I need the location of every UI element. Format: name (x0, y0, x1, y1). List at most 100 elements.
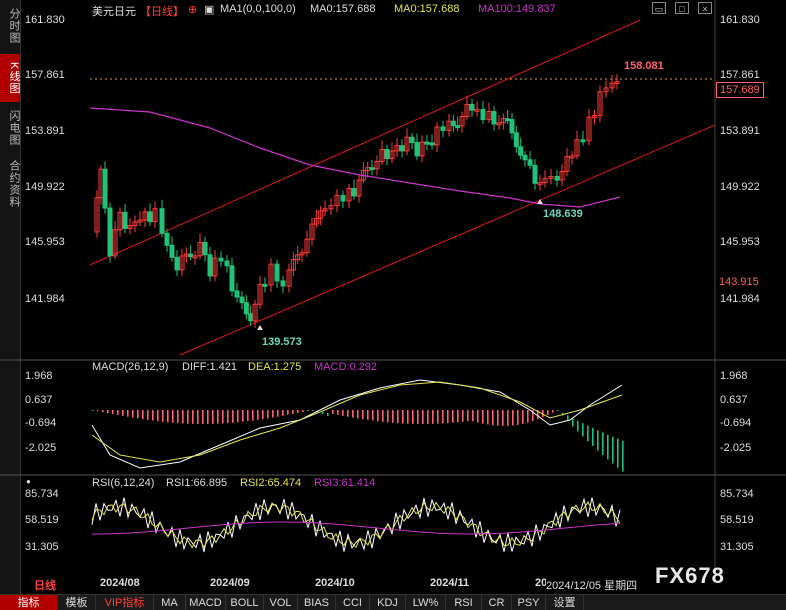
candle (559, 170, 565, 181)
macd-bar (482, 410, 484, 424)
tab-vip-indicator[interactable]: VIP指标 (96, 595, 154, 610)
macd-bar (262, 410, 264, 420)
macd-bar (442, 410, 444, 424)
macd-bar (447, 410, 449, 424)
tab-macd[interactable]: MACD (186, 595, 226, 610)
macd-bar (117, 410, 119, 415)
tab-flash[interactable]: 闪电图 (8, 110, 20, 146)
candle (614, 81, 620, 85)
candle (518, 146, 524, 156)
candle (304, 238, 310, 254)
current-price-tag: 157.689 (716, 82, 764, 98)
candle (318, 210, 324, 219)
candle (132, 221, 138, 227)
date-tick: 20 (535, 577, 548, 589)
date-tick: 2024/09 (210, 577, 250, 589)
macd-bar (137, 410, 139, 419)
candle (351, 188, 357, 197)
rsi1-value: RSI1:66.895 (166, 477, 228, 489)
tab-ma[interactable]: MA (154, 595, 186, 610)
candle (295, 254, 301, 261)
maximize-icon[interactable]: □ (675, 2, 689, 14)
candle (169, 244, 175, 258)
macd-bar (572, 418, 574, 427)
macd-bar (347, 410, 349, 417)
tab-bias[interactable]: BIAS (298, 595, 336, 610)
macd-bar (312, 410, 314, 412)
macd-value: MACD:0.292 (314, 361, 377, 373)
macd-bar (282, 410, 284, 416)
candle (522, 154, 528, 161)
candle (424, 141, 430, 145)
price-tick: 161.830 (720, 14, 760, 26)
ma100-line (89, 107, 621, 208)
macd-bar (212, 410, 214, 424)
candle (257, 283, 263, 305)
macd-bar (297, 410, 299, 413)
rsi-tick-left: 85.734 (25, 488, 59, 500)
symbol-name: 美元日元 (92, 6, 136, 18)
period-label[interactable]: 【日线】 (140, 6, 184, 18)
tab-vol[interactable]: VOL (264, 595, 298, 610)
candle (419, 141, 425, 157)
candle (268, 263, 274, 286)
candle (374, 160, 380, 170)
candle (248, 313, 254, 322)
candle (328, 205, 334, 210)
candle (399, 145, 405, 152)
tab-cci[interactable]: CCI (336, 595, 370, 610)
candle (586, 116, 592, 142)
side-tab-bar: 分时图 K线图 闪电图 合约资料 (0, 0, 21, 600)
tab-kline[interactable]: K线图 (0, 54, 20, 102)
tab-rsi[interactable]: RSI (446, 595, 482, 610)
candle (455, 125, 461, 129)
tab-psy[interactable]: PSY (512, 595, 546, 610)
macd-tick-left: 1.968 (25, 370, 53, 382)
watermark-logo: FX678 (655, 563, 725, 588)
macd-bar (487, 410, 489, 425)
tab-indicator[interactable]: 指标 (0, 595, 58, 610)
candle (218, 257, 224, 262)
candle (239, 296, 245, 304)
candle (592, 115, 597, 119)
tab-contract-info[interactable]: 合约资料 (8, 160, 20, 208)
tab-cr[interactable]: CR (482, 595, 512, 610)
indicator-menu-icon[interactable]: ▣ (204, 4, 215, 16)
tab-timeshare[interactable]: 分时图 (8, 8, 20, 44)
candle (429, 142, 435, 146)
price-tick: 141.984 (720, 293, 760, 305)
candle (384, 148, 390, 160)
tab-template[interactable]: 模板 (58, 595, 96, 610)
macd-tick-left: -0.694 (25, 417, 57, 429)
macd-bar (402, 410, 404, 424)
macd-tick: -0.694 (720, 417, 752, 429)
candle (369, 167, 375, 171)
tab-boll[interactable]: BOLL (226, 595, 264, 610)
tab-settings[interactable]: 设置 (546, 595, 584, 610)
macd-bar (362, 410, 364, 420)
tab-lw[interactable]: LW% (406, 595, 446, 610)
close-icon[interactable]: × (698, 2, 712, 14)
candle (459, 116, 465, 127)
restore-icon[interactable]: ▭ (652, 2, 666, 14)
candle (202, 241, 208, 256)
macd-bar (192, 410, 194, 424)
macd-bar (547, 410, 549, 416)
macd-bar (512, 410, 514, 426)
tab-kdj[interactable]: KDJ (370, 595, 406, 610)
rsi2-line (91, 501, 621, 549)
macd-bar (522, 410, 524, 424)
candle (569, 155, 575, 159)
candle (389, 150, 395, 160)
macd-bar (467, 410, 469, 422)
macd-bar (462, 410, 464, 422)
period-tag[interactable]: 日线 (34, 580, 56, 592)
candle (112, 229, 118, 257)
plus-icon[interactable]: ⊕ (188, 4, 198, 16)
rsi-tick-left: 58.519 (25, 514, 59, 526)
macd-params: MACD(26,12,9) (92, 361, 169, 373)
price-tick-left: 145.953 (25, 236, 65, 248)
macd-tick-left: 0.637 (25, 394, 53, 406)
